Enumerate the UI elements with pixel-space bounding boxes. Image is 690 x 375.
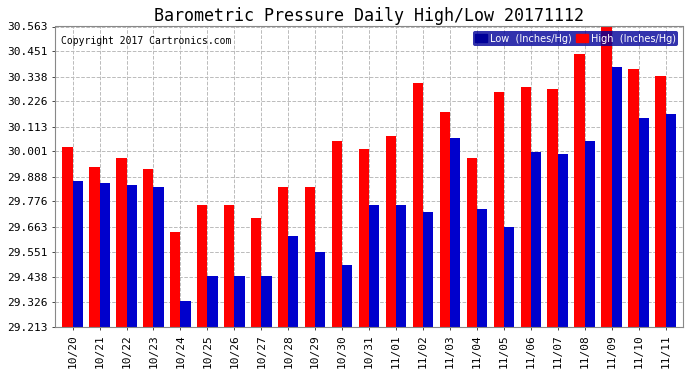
- Bar: [197, 205, 208, 327]
- Bar: [224, 205, 235, 327]
- Bar: [342, 265, 353, 327]
- Bar: [531, 152, 541, 327]
- Bar: [144, 170, 153, 327]
- Bar: [611, 67, 622, 327]
- Title: Barometric Pressure Daily High/Low 20171112: Barometric Pressure Daily High/Low 20171…: [154, 7, 584, 25]
- Bar: [62, 147, 72, 327]
- Bar: [369, 205, 380, 327]
- Bar: [602, 27, 611, 327]
- Bar: [72, 181, 83, 327]
- Bar: [89, 167, 99, 327]
- Bar: [278, 187, 288, 327]
- Bar: [126, 185, 137, 327]
- Bar: [423, 212, 433, 327]
- Bar: [638, 118, 649, 327]
- Bar: [251, 218, 262, 327]
- Bar: [413, 83, 423, 327]
- Bar: [288, 236, 299, 327]
- Bar: [558, 154, 568, 327]
- Bar: [493, 92, 504, 327]
- Bar: [656, 76, 666, 327]
- Bar: [575, 54, 584, 327]
- Bar: [396, 205, 406, 327]
- Text: Copyright 2017 Cartronics.com: Copyright 2017 Cartronics.com: [61, 36, 232, 45]
- Bar: [262, 276, 271, 327]
- Bar: [332, 141, 342, 327]
- Bar: [629, 69, 638, 327]
- Bar: [305, 187, 315, 327]
- Bar: [547, 89, 558, 327]
- Bar: [235, 276, 244, 327]
- Bar: [359, 150, 369, 327]
- Bar: [170, 232, 180, 327]
- Bar: [315, 252, 326, 327]
- Bar: [440, 112, 450, 327]
- Bar: [116, 158, 126, 327]
- Bar: [450, 138, 460, 327]
- Bar: [666, 114, 676, 327]
- Bar: [477, 210, 487, 327]
- Bar: [208, 276, 217, 327]
- Bar: [386, 136, 396, 327]
- Bar: [504, 227, 514, 327]
- Bar: [520, 87, 531, 327]
- Bar: [466, 158, 477, 327]
- Legend: Low  (Inches/Hg), High  (Inches/Hg): Low (Inches/Hg), High (Inches/Hg): [473, 32, 678, 46]
- Bar: [99, 183, 110, 327]
- Bar: [584, 141, 595, 327]
- Bar: [180, 301, 190, 327]
- Bar: [153, 187, 164, 327]
